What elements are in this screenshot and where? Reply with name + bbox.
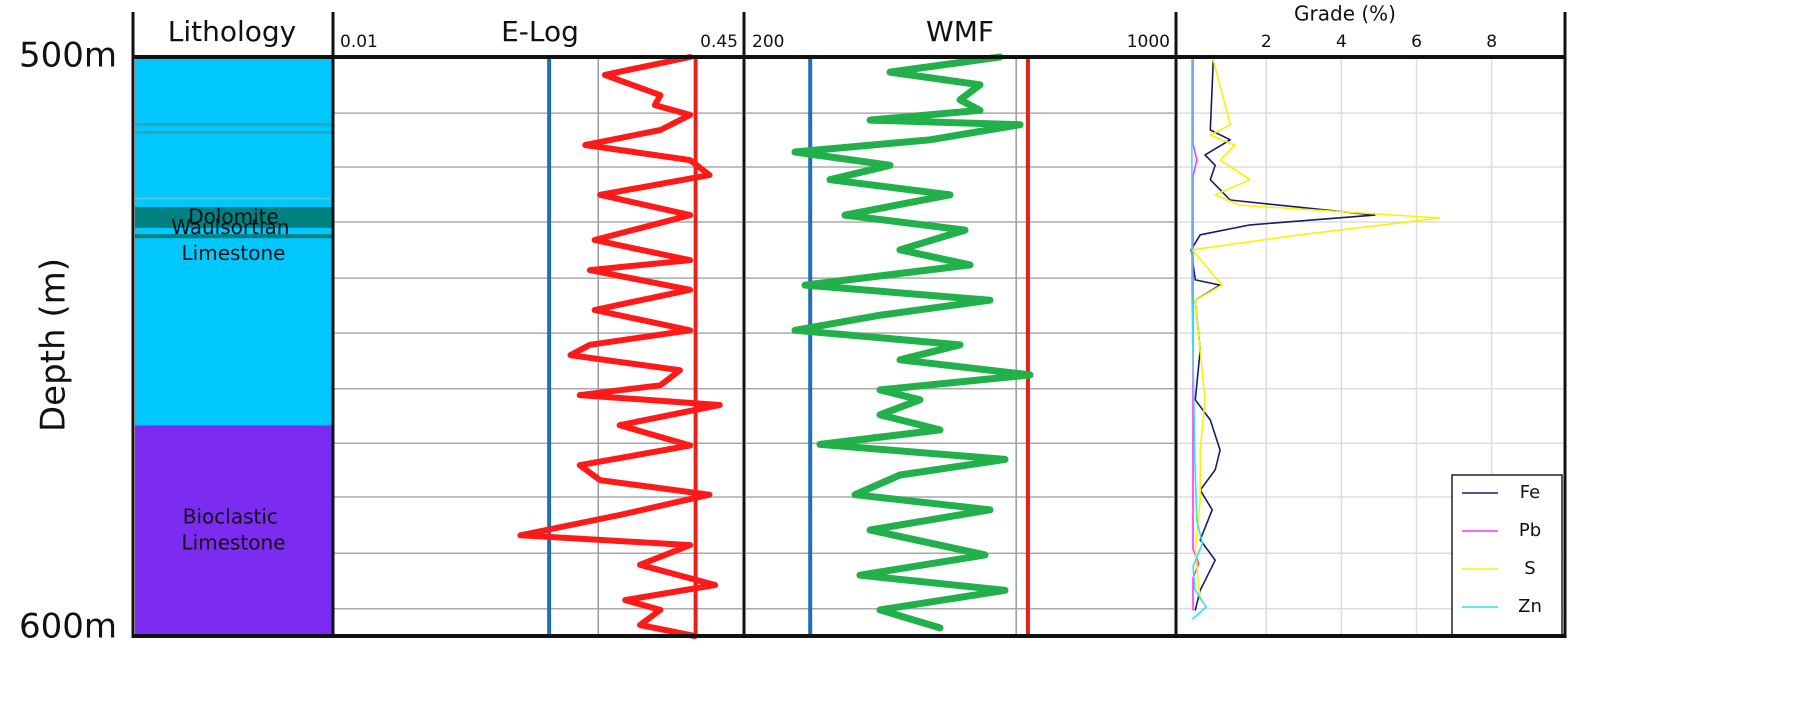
label-line: Limestone [182, 241, 286, 265]
layer-label: Bioclastic Limestone [182, 504, 286, 554]
log-curve [1191, 59, 1207, 620]
lithology-layer [135, 123, 332, 126]
log-curve [1191, 59, 1441, 601]
panel-title: Grade (%) [1294, 2, 1396, 26]
panel-title: E-Log [501, 15, 579, 48]
x-tick-label: 200 [752, 32, 784, 52]
lithology-layer [135, 131, 332, 135]
layer-label: Waulsortian Limestone [171, 215, 296, 265]
panel-title: WMF [926, 15, 994, 48]
label-line: Dolomite [188, 204, 279, 228]
x-tick-label: 0.01 [340, 32, 378, 52]
legend-label: Zn [1518, 596, 1542, 617]
legend-label: Pb [1519, 520, 1541, 541]
x-tick-label: 2 [1261, 32, 1272, 52]
log-curve [1192, 59, 1200, 611]
lithology-layer [135, 197, 332, 200]
log-curve [1190, 59, 1376, 611]
y-tick-label: 500m [19, 36, 117, 76]
panel-title: Lithology [168, 15, 297, 48]
x-tick-label: 8 [1486, 32, 1497, 52]
x-tick-label: 0.45 [700, 32, 738, 52]
legend-label: Fe [1520, 482, 1540, 503]
lithology-layer [135, 57, 332, 426]
lithology-layer [135, 425, 332, 636]
label-line: Bioclastic [183, 504, 285, 528]
legend-box [1451, 474, 1563, 637]
lithology-layer [135, 234, 332, 239]
label-line: Waulsortian [171, 215, 296, 239]
x-tick-label: 1000 [1127, 32, 1170, 52]
layer-label: Dolomite [188, 204, 279, 228]
log-curve [517, 54, 723, 639]
lithology-layer [135, 206, 332, 228]
y-axis-label: Depth (m) [34, 258, 74, 432]
label-line: Limestone [182, 530, 286, 554]
y-tick-label: 600m [19, 607, 117, 647]
x-tick-label: 4 [1336, 32, 1347, 52]
legend-label: S [1524, 558, 1535, 579]
x-tick-label: 6 [1411, 32, 1422, 52]
log-curve [791, 53, 1034, 632]
